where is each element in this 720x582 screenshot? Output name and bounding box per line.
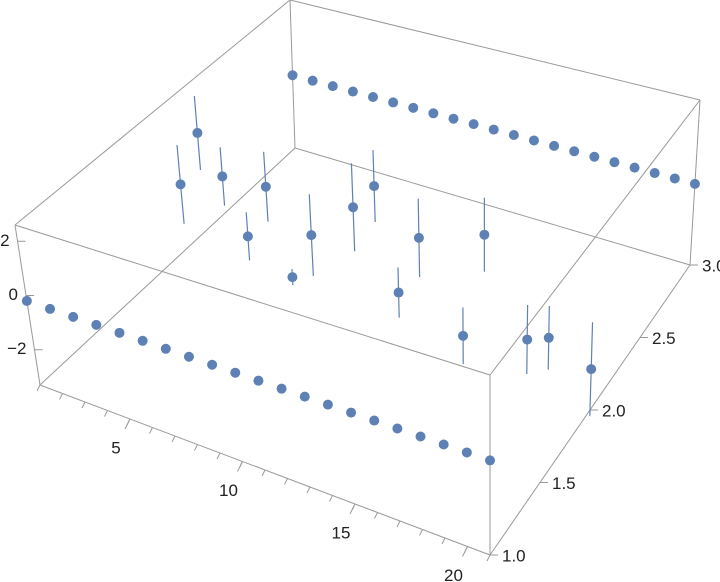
x-tick-label: 15 (332, 523, 351, 542)
point (415, 431, 426, 442)
x-minor-tick (396, 520, 401, 528)
point (276, 383, 287, 394)
z-tick-label: −2 (7, 339, 26, 358)
point (192, 127, 203, 138)
z-tick-label: 0 (9, 285, 18, 304)
point (369, 415, 380, 426)
point (388, 97, 399, 108)
point (114, 327, 125, 338)
point (589, 151, 600, 162)
point (299, 391, 310, 402)
point (287, 272, 298, 283)
point (393, 287, 404, 298)
point (369, 181, 380, 192)
point (242, 231, 253, 242)
point (230, 367, 241, 378)
point (160, 343, 171, 354)
point (346, 407, 357, 418)
x-minor-tick (149, 427, 153, 434)
x-minor-tick (306, 486, 311, 494)
point (528, 135, 539, 146)
point (669, 173, 680, 184)
box-edge (39, 147, 296, 386)
x-tick (462, 546, 468, 557)
point (438, 439, 449, 450)
x-minor-tick (486, 554, 491, 562)
y-tick-label: 1.5 (552, 474, 576, 493)
box-edge (489, 99, 701, 376)
point (175, 179, 186, 190)
point (458, 330, 469, 341)
x-minor-tick (329, 495, 333, 502)
y-tick-label: 1.0 (502, 546, 526, 565)
x-minor-tick (59, 393, 63, 400)
point (629, 162, 640, 173)
point (322, 399, 333, 410)
x-tick (237, 461, 243, 472)
point (461, 447, 472, 458)
point (488, 124, 499, 135)
y-tick-label: 2.5 (652, 329, 676, 348)
point (368, 91, 379, 102)
point (569, 146, 580, 157)
point (68, 311, 79, 322)
x-minor-tick (104, 410, 108, 417)
point (586, 364, 597, 375)
x-tick-label: 5 (111, 438, 120, 457)
y-tick-label: 2.0 (602, 401, 626, 420)
point (347, 86, 358, 97)
point (91, 319, 102, 330)
x-minor-tick (419, 529, 423, 536)
point (485, 455, 495, 466)
point (543, 332, 554, 343)
x-minor-tick (261, 469, 266, 477)
x-minor-tick (441, 537, 446, 545)
point (137, 335, 148, 346)
point (287, 70, 298, 81)
point (549, 140, 560, 151)
point (307, 75, 318, 86)
point (468, 119, 479, 130)
point (253, 375, 264, 386)
point (413, 232, 424, 243)
y-tick-label: 3.0 (702, 256, 720, 275)
x-tick (349, 503, 356, 515)
point (306, 230, 317, 241)
x-tick-label: 20 (444, 566, 463, 582)
point (649, 168, 660, 179)
point (448, 113, 459, 124)
z-tick-label: 2 (0, 231, 9, 250)
point (428, 108, 439, 119)
x-minor-tick (374, 512, 378, 519)
point (348, 202, 359, 213)
x-tick-label: 10 (219, 481, 238, 500)
point (45, 303, 56, 314)
point (522, 334, 533, 345)
x-minor-tick (194, 444, 198, 451)
x-minor-tick (284, 478, 288, 485)
point (327, 81, 338, 92)
box-edge (294, 147, 691, 266)
point (21, 295, 32, 306)
point (207, 359, 218, 370)
x-minor-tick (171, 435, 176, 443)
box-edge (289, 0, 701, 101)
point (689, 178, 700, 189)
x-minor-tick (216, 452, 221, 460)
point (479, 229, 490, 240)
x-tick (124, 418, 131, 430)
point (183, 351, 194, 362)
point (392, 423, 403, 434)
box-edge (14, 224, 491, 376)
point (260, 181, 271, 192)
point (217, 171, 228, 182)
x-minor-tick (81, 401, 86, 409)
x-minor-tick (36, 384, 41, 392)
box-edge (14, 0, 291, 226)
point (508, 130, 519, 141)
point (609, 157, 620, 168)
point (408, 102, 419, 113)
